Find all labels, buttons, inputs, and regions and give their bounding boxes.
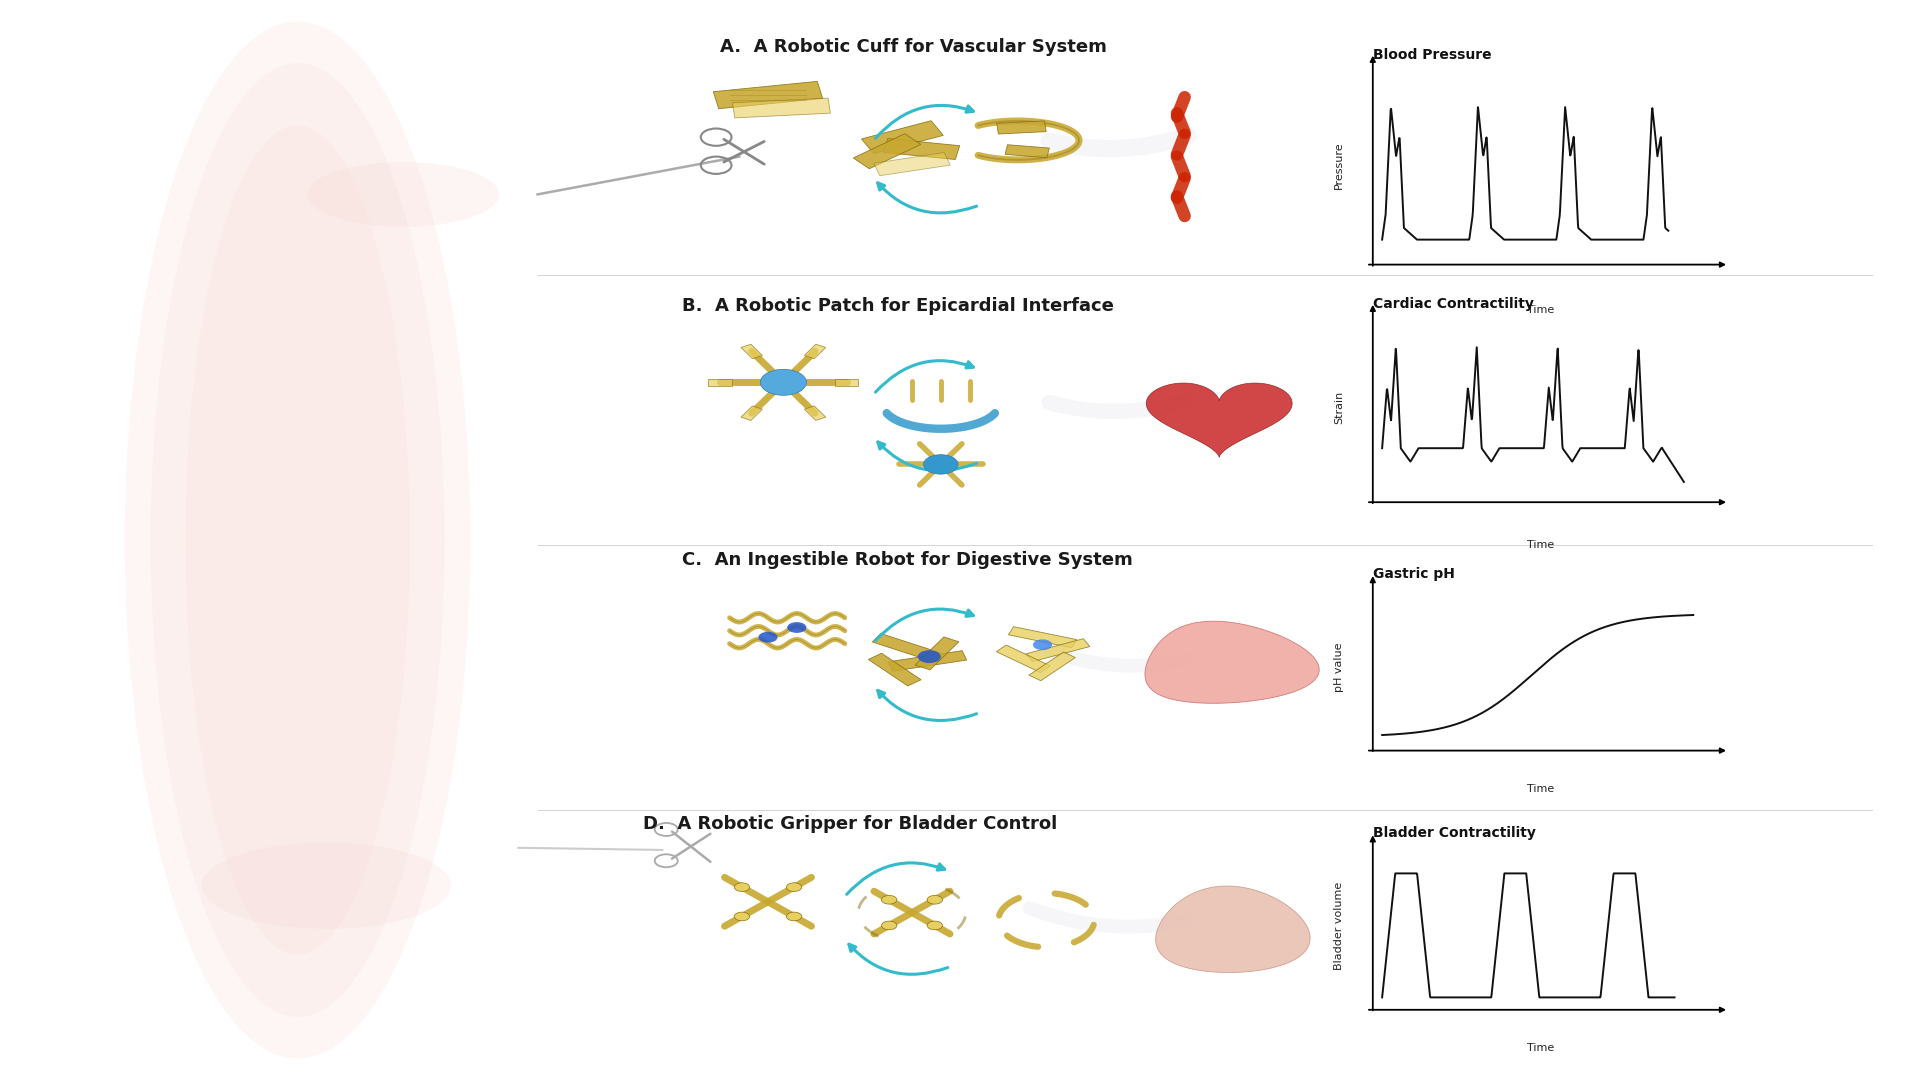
Circle shape [924,455,958,474]
Circle shape [1033,639,1052,650]
Bar [1029,652,1075,680]
Text: Bladder Contractility: Bladder Contractility [1373,826,1536,840]
Circle shape [881,921,897,930]
Bar [862,121,943,153]
Circle shape [760,369,806,395]
Text: Blood Pressure: Blood Pressure [1373,49,1492,63]
Text: Cardiac Contractility: Cardiac Contractility [1373,297,1534,311]
Ellipse shape [125,22,470,1058]
Bar [741,345,762,359]
Text: Time: Time [1526,305,1555,314]
Bar [835,379,858,386]
Polygon shape [1146,383,1292,457]
Bar [1025,638,1091,662]
Text: C.  An Ingestible Robot for Digestive System: C. An Ingestible Robot for Digestive Sys… [682,551,1133,569]
Polygon shape [1144,621,1319,703]
FancyArrowPatch shape [1048,651,1188,665]
Circle shape [927,921,943,930]
Ellipse shape [307,162,499,227]
Bar [741,406,762,420]
Text: D.  A Robotic Gripper for Bladder Control: D. A Robotic Gripper for Bladder Control [643,815,1058,834]
Bar [708,379,732,386]
Text: Gastric pH: Gastric pH [1373,567,1455,581]
Text: B.  A Robotic Patch for Epicardial Interface: B. A Robotic Patch for Epicardial Interf… [682,297,1114,315]
Circle shape [787,882,803,891]
FancyArrowPatch shape [1029,908,1188,927]
Text: Time: Time [1526,784,1555,794]
Text: Time: Time [1526,540,1555,550]
Ellipse shape [186,125,411,955]
Circle shape [881,895,897,904]
Circle shape [918,650,941,663]
FancyArrowPatch shape [1048,401,1188,411]
FancyArrowPatch shape [1029,908,1188,927]
Circle shape [733,882,749,891]
Bar [916,637,958,670]
Text: Time: Time [1526,1043,1555,1053]
Text: A.  A Robotic Cuff for Vascular System: A. A Robotic Cuff for Vascular System [720,38,1106,56]
FancyArrowPatch shape [1048,401,1188,411]
Text: Bladder volume: Bladder volume [1334,882,1344,970]
Bar [852,134,922,168]
Ellipse shape [202,842,451,929]
Bar [1004,145,1050,158]
FancyArrowPatch shape [1048,136,1188,149]
Circle shape [758,632,778,643]
Circle shape [787,622,806,633]
Bar [1008,626,1077,648]
Polygon shape [1156,886,1309,972]
Bar [872,634,945,662]
Bar [996,645,1050,673]
Bar [889,650,966,672]
Circle shape [787,913,803,921]
Bar [804,345,826,359]
Text: pH value: pH value [1334,643,1344,691]
Text: Strain: Strain [1334,391,1344,424]
Bar [804,406,826,420]
Circle shape [733,913,749,921]
Circle shape [927,895,943,904]
Bar [714,81,822,109]
Bar [868,653,922,686]
Bar [996,121,1046,134]
FancyArrowPatch shape [1048,651,1188,665]
Bar [883,138,960,160]
FancyArrowPatch shape [1048,136,1188,149]
Text: Pressure: Pressure [1334,140,1344,189]
Bar [874,152,950,176]
Ellipse shape [152,63,445,1017]
Bar [732,98,831,118]
